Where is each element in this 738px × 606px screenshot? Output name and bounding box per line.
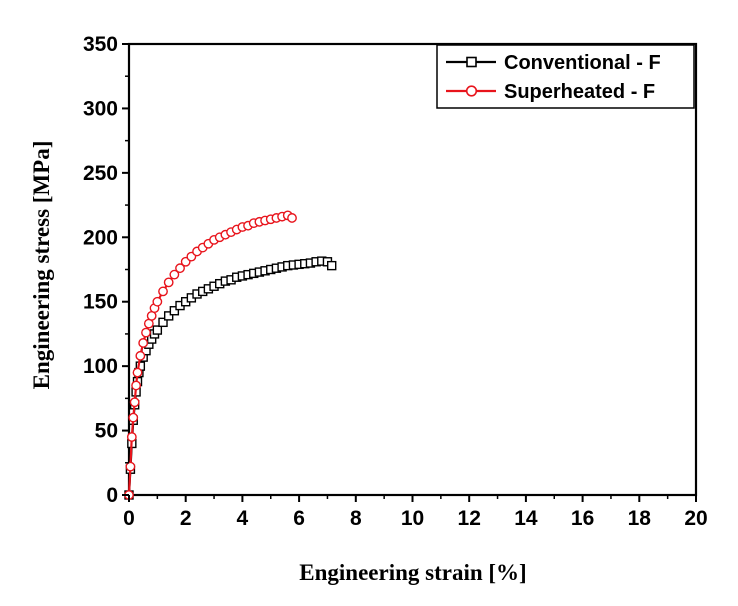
legend-box bbox=[436, 44, 695, 109]
series-superheated bbox=[124, 210, 297, 500]
y-axis-ticks: 0 50 100 150 200 250 300 350 bbox=[83, 33, 129, 507]
data-point bbox=[135, 350, 146, 361]
plot-frame bbox=[127, 42, 698, 497]
data-point bbox=[128, 412, 139, 423]
x-tick-label: 16 bbox=[571, 507, 594, 530]
x-tick-label: 4 bbox=[237, 507, 249, 530]
y-tick-label: 0 bbox=[106, 484, 118, 507]
y-axis-title: Engineering stress [MPa] bbox=[29, 141, 54, 390]
y-tick-label: 250 bbox=[83, 162, 118, 185]
data-point bbox=[131, 380, 141, 391]
x-tick-label: 12 bbox=[458, 507, 481, 530]
legend-label: Conventional - F bbox=[504, 52, 661, 74]
x-tick-label: 2 bbox=[180, 507, 192, 530]
data-point bbox=[287, 213, 297, 223]
data-point bbox=[158, 286, 168, 297]
y-tick-label: 300 bbox=[83, 97, 118, 120]
x-tick-label: 18 bbox=[628, 507, 652, 530]
legend-marker bbox=[465, 85, 478, 97]
legend-item: Conventional - F bbox=[446, 52, 661, 74]
x-tick-label: 10 bbox=[401, 507, 424, 530]
legend-item: Superheated - F bbox=[446, 81, 655, 103]
data-point bbox=[158, 317, 168, 328]
y-tick-label: 200 bbox=[83, 226, 118, 249]
data-point bbox=[129, 397, 140, 408]
plot-area bbox=[124, 42, 698, 500]
data-point bbox=[126, 432, 137, 442]
x-tick-label: 8 bbox=[350, 507, 362, 530]
data-point bbox=[169, 306, 180, 316]
data-point bbox=[152, 325, 163, 335]
data-point bbox=[132, 367, 143, 378]
y-tick-label: 350 bbox=[83, 33, 118, 56]
data-point bbox=[175, 263, 185, 274]
data-point bbox=[138, 338, 149, 348]
data-point bbox=[163, 311, 174, 321]
x-axis-ticks: 0 2 4 6 8 10 12 14 16 18 20 bbox=[123, 495, 708, 530]
data-point bbox=[327, 260, 337, 271]
legend-label: Superheated - F bbox=[504, 81, 655, 103]
x-tick-label: 0 bbox=[123, 507, 135, 530]
x-tick-label: 6 bbox=[293, 507, 305, 530]
y-tick-label: 100 bbox=[83, 355, 118, 378]
legend: Conventional - F Superheated - F bbox=[436, 44, 695, 109]
legend-marker bbox=[466, 56, 477, 68]
data-point bbox=[169, 269, 180, 280]
data-point bbox=[163, 277, 174, 288]
y-tick-label: 50 bbox=[95, 420, 118, 443]
data-point bbox=[125, 461, 136, 472]
series-line bbox=[127, 214, 293, 496]
data-point bbox=[141, 327, 151, 338]
y-tick-label: 150 bbox=[83, 291, 118, 314]
x-tick-label: 14 bbox=[514, 507, 538, 530]
x-axis-title: Engineering strain [%] bbox=[299, 560, 526, 585]
series-conventional bbox=[124, 256, 337, 500]
data-point bbox=[152, 296, 163, 307]
x-tick-label: 20 bbox=[684, 507, 707, 530]
